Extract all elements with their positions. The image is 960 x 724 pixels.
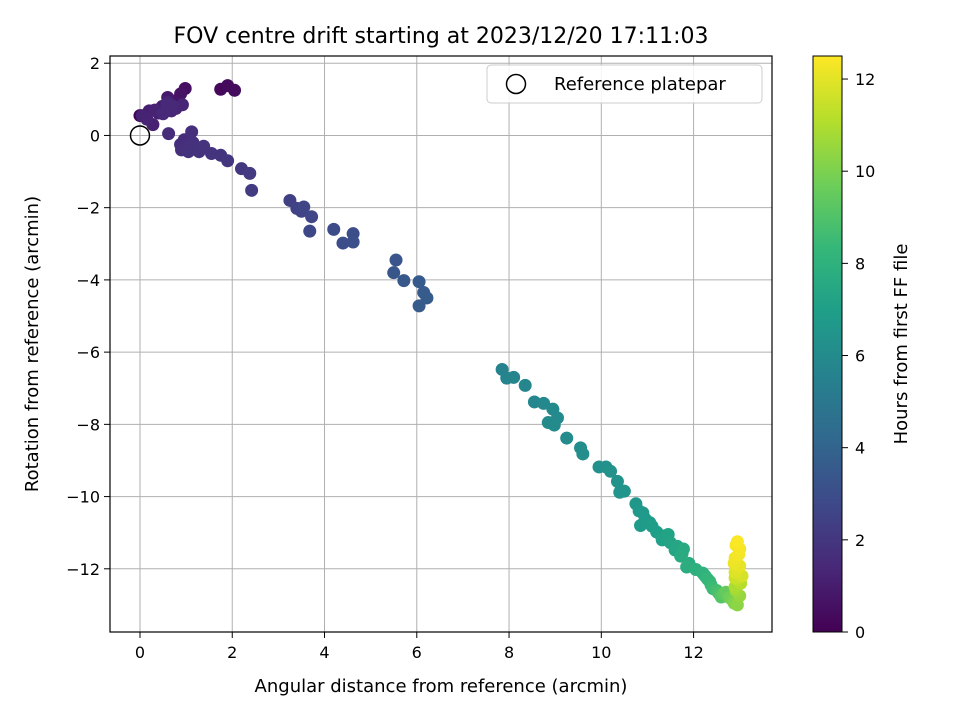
x-tick-label: 8 [504,643,514,662]
data-point [162,127,176,141]
x-axis-ticks: 0 2 4 6 8 10 12 [135,632,704,662]
data-point [297,200,311,214]
x-tick-label: 0 [135,643,145,662]
data-point [165,99,179,113]
x-tick-label: 12 [683,643,703,662]
data-point [336,236,350,250]
data-point [420,291,434,305]
colorbar: 0 2 4 6 8 10 12 Hours from first FF file [812,55,912,642]
data-point [576,447,590,461]
data-point [610,474,624,488]
data-point [560,431,574,445]
x-tick-label: 4 [319,643,329,662]
reference-marker-layer [129,125,151,146]
data-point [156,107,170,121]
x-tick-label: 6 [412,643,422,662]
legend-box [486,64,763,104]
y-tick-label: 0 [90,126,100,145]
colorbar-tick-label: 12 [855,70,875,89]
data-point [412,275,426,289]
colorbar-tick-label: 10 [855,162,875,181]
x-axis-label: Angular distance from reference (arcmin) [255,676,628,697]
data-point [730,535,744,549]
data-point [140,112,154,126]
data-point [245,183,259,197]
data-point [305,210,319,224]
data-point [228,83,242,97]
chart-title: FOV centre drift starting at 2023/12/20 … [174,24,709,49]
x-tick-label: 2 [227,643,237,662]
y-tick-label: −2 [76,199,100,218]
reference-marker-icon [129,125,151,146]
legend: Reference platepar [486,64,763,104]
y-tick-label: −10 [66,488,100,507]
data-point [221,154,235,168]
y-axis-label: Rotation from reference (arcmin) [22,196,43,492]
legend-marker-icon [505,73,527,95]
data-points [133,79,749,612]
y-tick-label: 2 [90,54,100,73]
colorbar-ticks: 0 2 4 6 8 10 12 [842,70,875,642]
data-point [181,145,195,159]
data-point [397,274,411,288]
colorbar-tick-label: 2 [855,531,865,550]
data-point [518,378,532,392]
y-tick-label: −12 [66,560,100,579]
data-point [327,222,341,236]
legend-label: Reference platepar [554,74,726,95]
data-point [613,485,627,499]
data-point [387,266,401,280]
data-point [412,299,426,313]
colorbar-tick-label: 0 [855,623,865,642]
data-point [303,224,317,238]
data-point [507,370,521,384]
data-point [185,125,199,139]
grid [110,56,772,632]
colorbar-label: Hours from first FF file [891,244,912,445]
data-point [389,253,403,267]
colorbar-gradient [812,55,843,633]
colorbar-tick-label: 8 [855,254,865,273]
x-tick-label: 10 [591,643,611,662]
y-tick-label: −8 [76,415,100,434]
data-point [547,418,561,432]
y-tick-label: −4 [76,271,100,290]
data-point [243,166,257,180]
colorbar-tick-label: 4 [855,439,865,458]
data-point [346,235,360,249]
colorbar-tick-label: 6 [855,347,865,366]
plot-frame [109,55,773,633]
y-tick-label: −6 [76,343,100,362]
y-axis-ticks: 2 0 −2 −4 −6 −8 −10 −12 [66,54,110,579]
data-point [604,464,618,478]
